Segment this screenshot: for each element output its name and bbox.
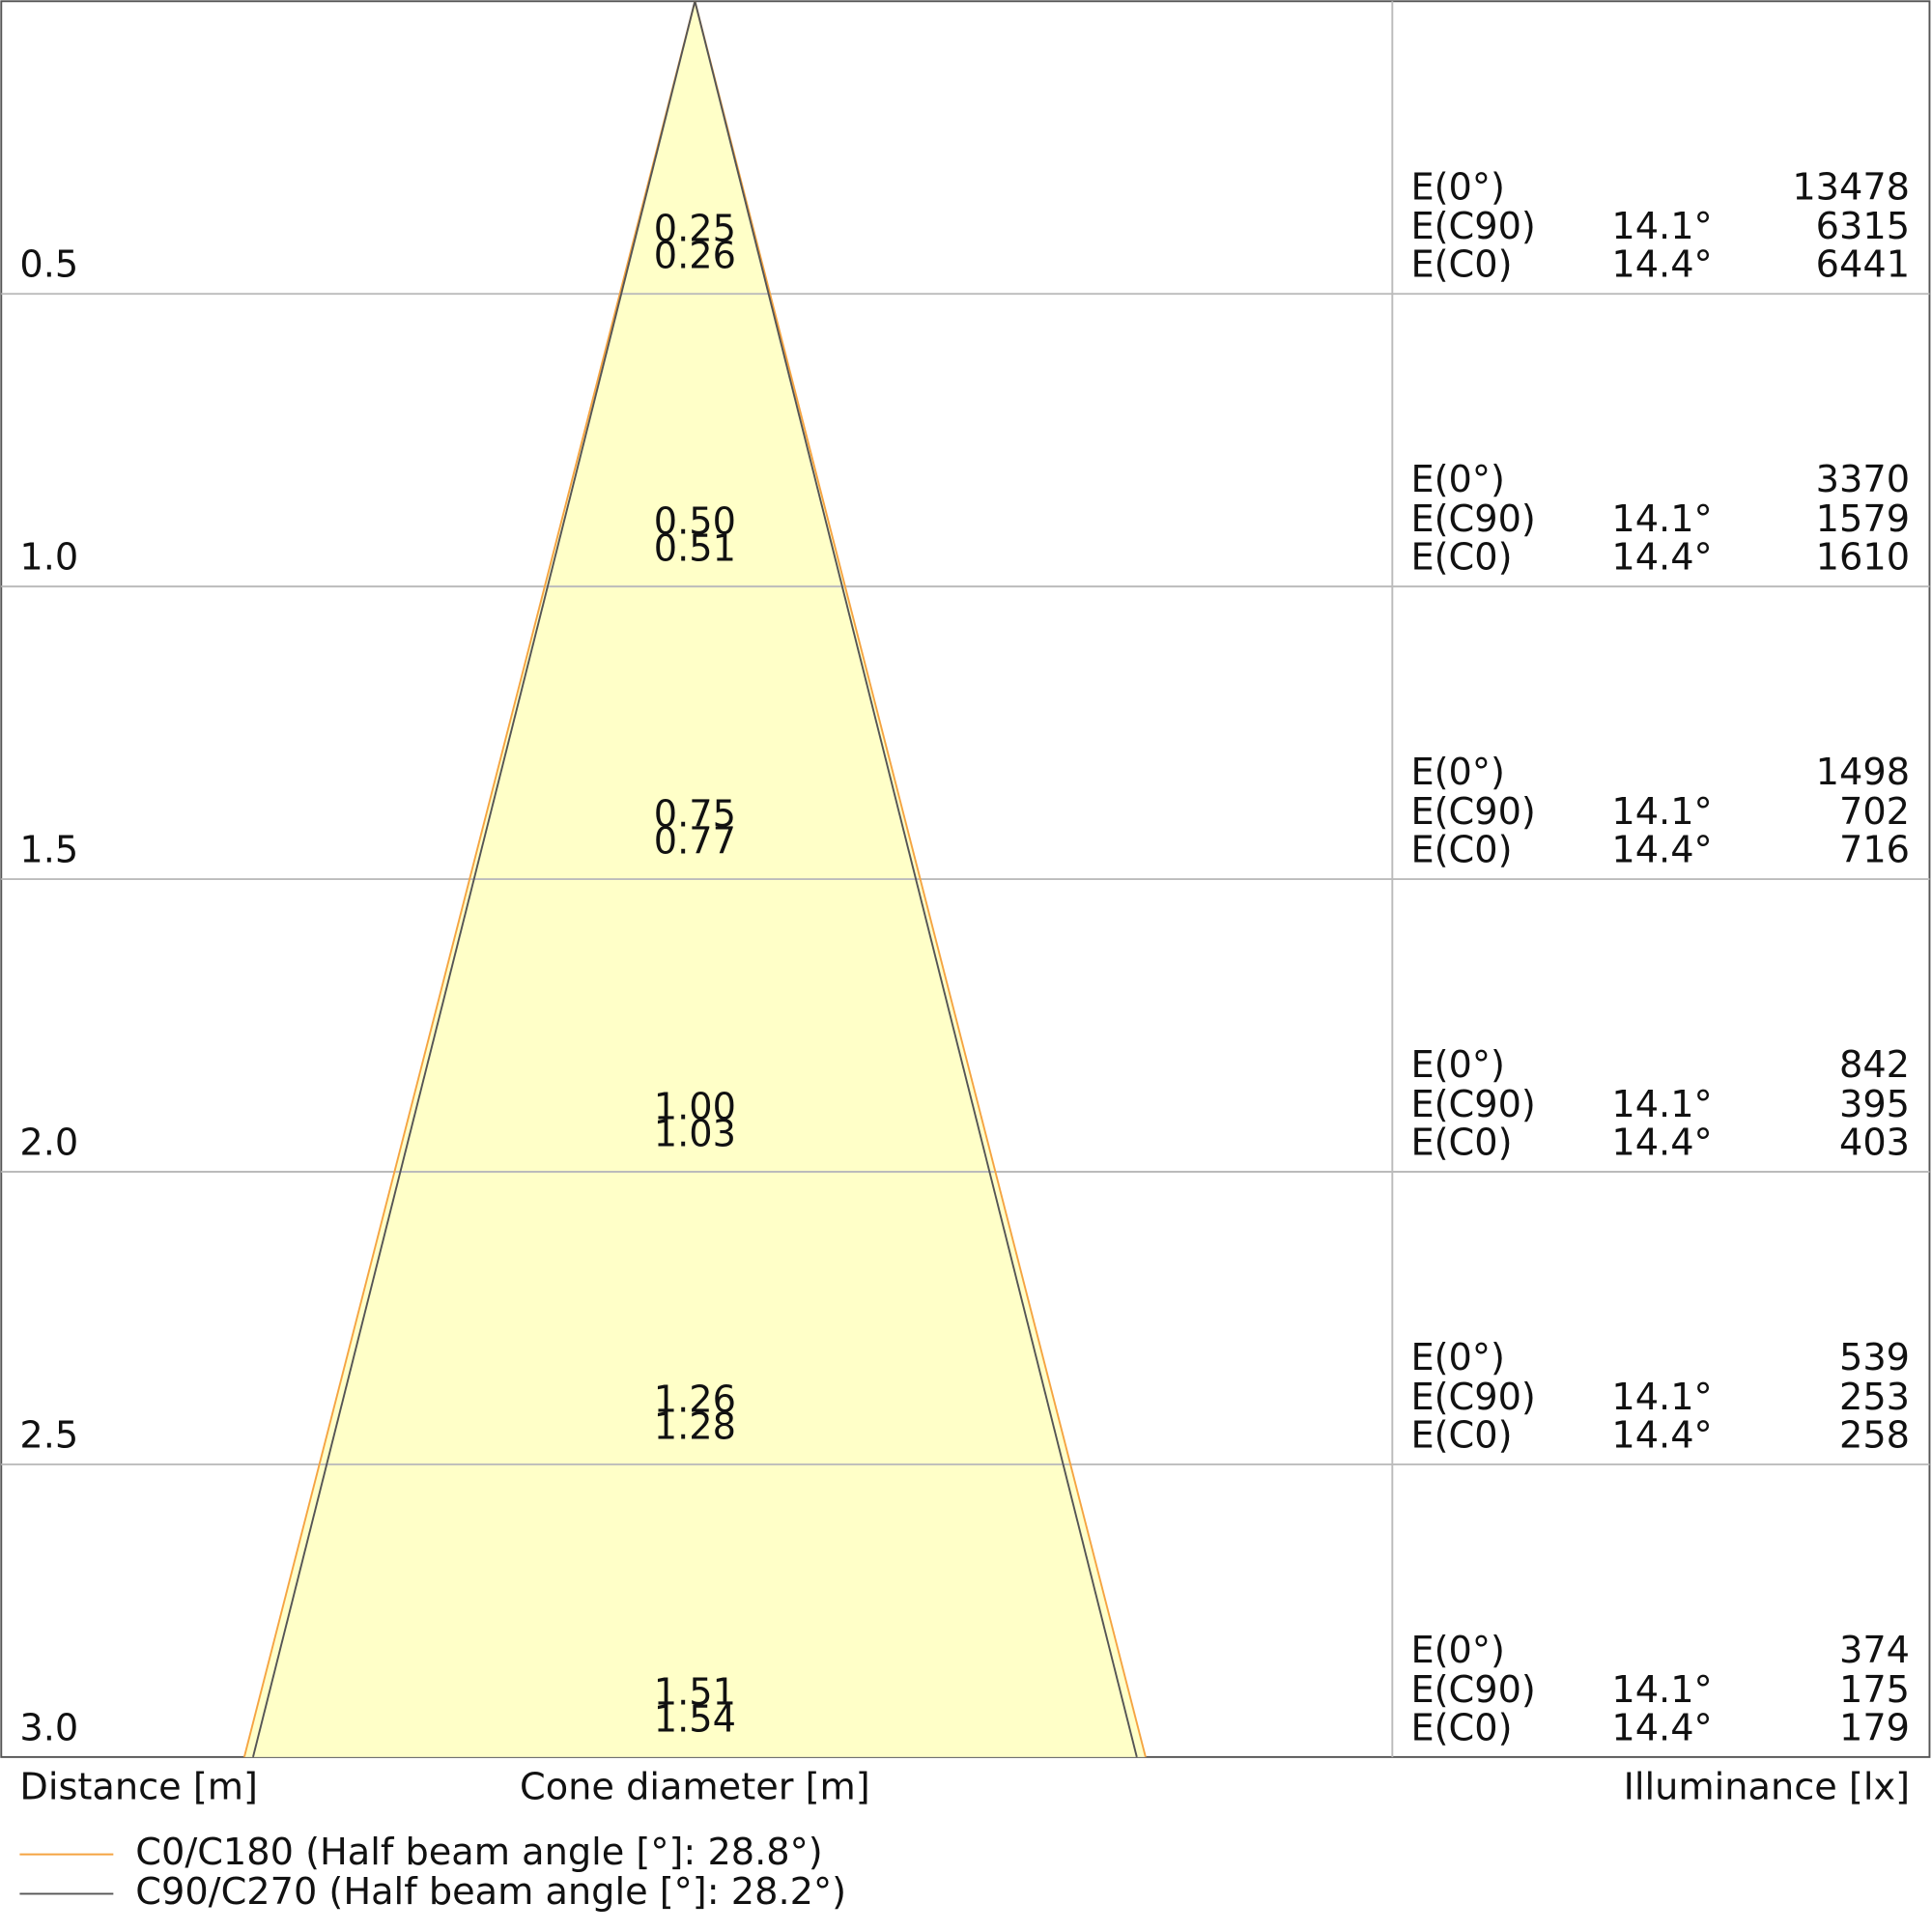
illuminance-value: 395 [1839,1083,1910,1126]
cone-edge [694,1,1138,1758]
x-axis-label: Cone diameter [m] [520,1766,870,1809]
angle-label: 14.1° [1611,1376,1712,1419]
illuminance-value: 374 [1839,1629,1910,1672]
row-label: E(0°) [1410,458,1504,501]
y-tick-label: 1.0 [19,536,78,580]
row-label: E(C0) [1410,829,1512,872]
illuminance-value: 179 [1839,1706,1910,1749]
diameter-label: 1.00 [654,1085,736,1128]
diameter-label: 0.77 [654,820,736,864]
angle-label: 14.4° [1611,536,1712,580]
row-label: E(0°) [1410,1043,1504,1087]
angle-label: 14.1° [1611,205,1712,248]
illuminance-value: 842 [1839,1043,1910,1087]
illuminance-value: 1610 [1816,536,1910,580]
angle-label: 14.4° [1611,1706,1712,1749]
row-label: E(C90) [1410,790,1535,834]
illuminance-value: 253 [1839,1376,1910,1419]
y-tick-label: 2.5 [19,1413,78,1457]
illuminance-value: 6441 [1816,243,1910,287]
angle-label: 14.1° [1611,497,1712,541]
angle-label: 14.4° [1611,1121,1712,1164]
row-label: E(C90) [1410,1668,1535,1712]
row-label: E(C0) [1410,1121,1512,1164]
angle-label: 14.1° [1611,1083,1712,1126]
row-label: E(0°) [1410,1336,1504,1379]
diameter-label: 1.28 [654,1405,736,1448]
table-label: Illuminance [lx] [1624,1766,1910,1809]
illuminance-value: 3370 [1816,458,1910,501]
illuminance-value: 13478 [1792,165,1910,209]
angle-label: 14.1° [1611,790,1712,834]
y-tick-label: 0.5 [19,243,78,287]
illuminance-value: 258 [1839,1413,1910,1457]
illuminance-value: 716 [1839,829,1910,872]
row-label: E(C0) [1410,1413,1512,1457]
row-label: E(0°) [1410,751,1504,794]
diameter-label: 1.26 [654,1378,736,1421]
cone-edge [242,1,696,1758]
row-label: E(C0) [1410,243,1512,287]
illuminance-value: 175 [1839,1668,1910,1712]
diameter-label: 0.51 [654,527,736,571]
row-label: E(C90) [1410,1083,1535,1126]
y-axis-label: Distance [m] [19,1766,258,1809]
diameter-label: 1.54 [654,1697,736,1741]
angle-label: 14.4° [1611,243,1712,287]
diameter-label: 1.03 [654,1113,736,1156]
row-label: E(C90) [1410,497,1535,541]
illuminance-value: 702 [1839,790,1910,834]
angle-label: 14.1° [1611,1668,1712,1712]
y-tick-label: 3.0 [19,1706,78,1749]
illuminance-value: 6315 [1816,205,1910,248]
diameter-label: 1.51 [654,1670,736,1714]
y-tick-label: 1.5 [19,829,78,872]
illuminance-value: 539 [1839,1336,1910,1379]
angle-label: 14.4° [1611,1413,1712,1457]
illuminance-value: 1579 [1816,497,1910,541]
cone-edge [694,1,1147,1758]
row-label: E(C0) [1410,536,1512,580]
legend-label: C0/C180 (Half beam angle [°]: 28.8°) [135,1831,822,1874]
cone-edge [252,1,696,1758]
row-label: E(C0) [1410,1706,1512,1749]
diameter-label: 0.26 [654,235,736,278]
diameter-label: 0.75 [654,793,736,837]
diameter-label: 0.50 [654,500,736,544]
row-label: E(C90) [1410,1376,1535,1419]
y-tick-label: 2.0 [19,1121,78,1164]
row-label: E(0°) [1410,1629,1504,1672]
angle-label: 14.4° [1611,829,1712,872]
legend-label: C90/C270 (Half beam angle [°]: 28.2°) [135,1870,846,1914]
row-label: E(C90) [1410,205,1535,248]
illuminance-value: 1498 [1816,751,1910,794]
diameter-label: 0.25 [654,208,736,251]
row-label: E(0°) [1410,165,1504,209]
illuminance-value: 403 [1839,1121,1910,1164]
